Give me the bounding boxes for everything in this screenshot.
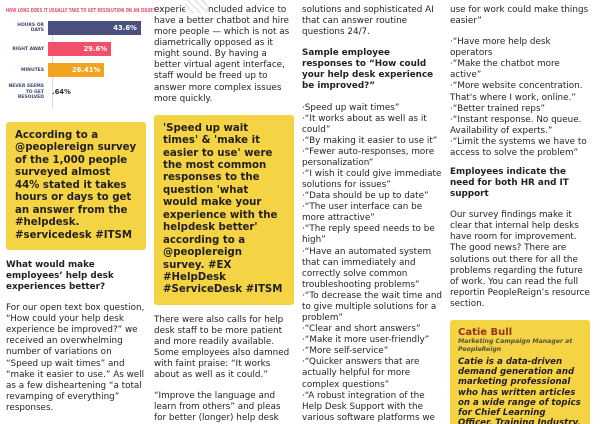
chart-bar-hours-or-days: 43.6%: [48, 21, 141, 36]
response-item: ·Speed up wait times”: [302, 102, 400, 113]
response-item: ·“Clear and short answers”: [302, 324, 421, 335]
employee-responses-list: ·Speed up wait times” ·“It works about as…: [302, 103, 442, 424]
chart-value-label: .64%: [52, 88, 71, 97]
chart-category-label: HOURS OR DAYS: [17, 22, 44, 34]
chart-title: HOW LONG DOES IT USUALLY TAKE TO GET RES…: [6, 8, 156, 14]
chart-value-label: 43.6%: [113, 24, 137, 33]
chart-bar-minutes: 26.41%: [48, 63, 105, 78]
response-item: ·“The reply speed needs to be high”: [302, 224, 435, 246]
chart-bar-never-resolved: [48, 85, 50, 100]
body-paragraph: use for work could make things easier”: [450, 5, 589, 27]
chart-bar-track: 43.6%: [48, 21, 146, 36]
chart-category-label: NEVER SEEMS TO GET RESOLVED: [8, 84, 44, 101]
response-item: ·“Fewer auto-responses, more personaliza…: [302, 146, 435, 168]
response-item: ·“Have more help desk operators: [450, 37, 551, 59]
employee-responses-list-continued: ·“Have more help desk operators ·“Make th…: [450, 37, 590, 159]
response-item: ·“It works about as well as it could”: [302, 113, 427, 135]
response-item: ·“Better trained reps”: [450, 103, 546, 114]
resolution-time-bar-chart: HOW LONG DOES IT USUALLY TAKE TO GET RES…: [6, 8, 156, 116]
author-bio: Catie is a data-driven demand generation…: [458, 357, 581, 424]
chart-bar-row: RIGHT AWAY 29.6%: [6, 42, 146, 57]
chart-bar-track: 26.41%: [48, 63, 146, 78]
response-item: ·“I wish it could give immediate solutio…: [302, 169, 442, 191]
corner-stripes-decoration: [185, 0, 207, 13]
column-1: HOW LONG DOES IT USUALLY TAKE TO GET RES…: [6, 5, 156, 424]
response-item: ·“Make it more user-friendly”: [302, 335, 430, 346]
chart-bar-row: HOURS OR DAYS 43.6%: [6, 21, 146, 36]
response-item: ·“Quicker answers that are actually help…: [302, 357, 420, 390]
body-paragraph: There were also calls for help desk staf…: [154, 314, 290, 381]
chart-bar-row: NEVER SEEMS TO GET RESOLVED .64%: [6, 84, 146, 100]
author-role: Marketing Campaign Manager at PeopleReig…: [458, 338, 573, 354]
response-item: ·“To decrease the wait time and to give …: [302, 290, 442, 324]
response-item: ·“Data should be up to date”: [302, 191, 429, 202]
section-heading-hr-it-support: Employees indicate the need for both HR …: [450, 167, 569, 200]
response-item: ·“The user interface can be more attract…: [302, 202, 423, 224]
body-paragraph: experience included advice to have a bet…: [154, 5, 290, 104]
column-2: experience included advice to have a bet…: [154, 5, 294, 423]
author-card: Catie Bull Marketing Campaign Manager at…: [450, 319, 590, 424]
response-item: ·“More website concentration. That's whe…: [450, 81, 583, 103]
survey-quote-box: According to a @peoplereign survey of th…: [6, 122, 146, 250]
response-item: ·“Instant response. No queue. Availabili…: [450, 114, 582, 136]
chart-category-label: MINUTES: [21, 67, 44, 73]
chart-value-label: 26.41%: [71, 66, 101, 75]
body-paragraph: “Improve the language and learn from oth…: [154, 391, 281, 424]
chart-category-label: RIGHT AWAY: [12, 46, 44, 52]
response-item: ·“Have an automated system that can imme…: [302, 246, 432, 290]
section-heading-better-experiences: What would make employees’ help desk exp…: [6, 259, 114, 293]
column-4: use for work could make things easier” ·…: [450, 5, 590, 424]
response-item: ·“A robust integration of the Help Desk …: [302, 390, 435, 423]
responses-quote-box: 'Speed up wait times' & 'make it easier …: [154, 114, 294, 305]
column-3: solutions and sophisticated AI that can …: [302, 5, 442, 423]
chart-value-label: 29.6%: [83, 45, 108, 54]
body-paragraph: solutions and sophisticated AI that can …: [302, 5, 434, 38]
response-item: ·“More self-service”: [302, 346, 389, 357]
chart-bar-track: 29.6%: [48, 42, 146, 57]
chart-bar-row: MINUTES 26.41%: [6, 63, 146, 78]
section-heading-sample-responses: Sample employee responses to “How could …: [302, 48, 434, 92]
response-item: ·“Make the chatbot more active”: [450, 59, 560, 81]
chart-bar-right-away: 29.6%: [48, 42, 112, 57]
body-paragraph: For our open text box question, “How cou…: [6, 303, 145, 413]
response-item: ·“Limit the systems we have to access to…: [450, 136, 587, 158]
chart-bar-track: .64%: [48, 85, 146, 100]
response-item: ·“By making it easier to use it”: [302, 135, 438, 146]
body-paragraph: Our survey findings make it clear that i…: [450, 210, 590, 309]
author-name: Catie Bull: [458, 326, 513, 338]
